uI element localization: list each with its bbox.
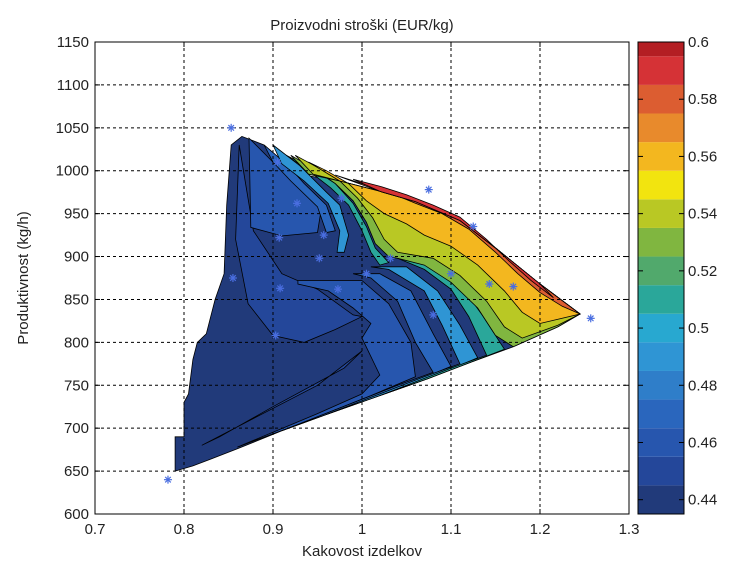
contour-regions xyxy=(174,135,582,472)
colorbar-band xyxy=(638,42,684,57)
sample-point xyxy=(163,475,172,484)
sample-point xyxy=(447,269,455,278)
y-tick-label: 1050 xyxy=(56,120,89,137)
colorbar-tick-label: 0.54 xyxy=(688,206,717,223)
colorbar-band xyxy=(638,84,684,114)
x-tick-label: 0.7 xyxy=(85,521,106,538)
x-axis-label: Kakovost izdelkov xyxy=(302,543,423,560)
sample-point xyxy=(293,199,302,208)
colorbar-band xyxy=(638,56,684,85)
colorbar-band xyxy=(638,256,684,286)
x-axis-ticks: 0.7 0.8 0.9 1 1.1 1.2 1.3 xyxy=(85,42,640,538)
colorbar-ticks: 0.44 0.46 0.48 0.5 0.52 0.54 0.56 0.58 0.6 xyxy=(638,34,717,509)
colorbar-band xyxy=(638,142,684,171)
y-tick-label: 1100 xyxy=(57,77,89,94)
sample-point xyxy=(276,284,285,293)
sample-point xyxy=(273,158,282,167)
colorbar-tick-label: 0.44 xyxy=(688,492,717,509)
colorbar-band xyxy=(638,227,684,257)
colorbar-band xyxy=(638,285,684,314)
colorbar-tick-label: 0.5 xyxy=(688,320,709,337)
y-tick-label: 1150 xyxy=(57,34,89,51)
contour-region-0.49 xyxy=(272,144,350,253)
sample-point xyxy=(333,285,342,294)
colorbar-band xyxy=(638,313,684,343)
colorbar xyxy=(638,42,684,514)
colorbar-tick-label: 0.56 xyxy=(688,148,717,165)
colorbar-frame xyxy=(637,41,685,515)
y-axis-ticks: 600 650 700 750 800 850 900 950 1000 1050 1100 1150 xyxy=(56,34,629,523)
sample-point xyxy=(429,310,438,319)
y-tick-label: 800 xyxy=(64,334,89,351)
contour-region-0.46 xyxy=(237,280,416,448)
colorbar-band xyxy=(638,456,684,486)
sample-point xyxy=(362,269,371,278)
chart-title: Proizvodni stroški (EUR/kg) xyxy=(270,17,453,34)
x-tick-label: 1.1 xyxy=(441,521,462,538)
y-tick-label: 600 xyxy=(64,506,89,523)
y-tick-label: 850 xyxy=(64,291,89,308)
sample-point xyxy=(424,185,433,194)
y-tick-label: 950 xyxy=(64,206,89,223)
x-tick-label: 1.2 xyxy=(530,521,551,538)
colorbar-band xyxy=(638,342,684,371)
colorbar-tick-label: 0.6 xyxy=(688,34,709,51)
sample-points xyxy=(163,123,595,484)
y-tick-label: 750 xyxy=(64,377,89,394)
x-tick-label: 1 xyxy=(358,521,366,538)
y-tick-label: 700 xyxy=(64,420,89,437)
sample-point xyxy=(469,222,478,231)
contour-region-0.59 xyxy=(352,178,554,299)
x-tick-label: 0.8 xyxy=(174,521,195,538)
sample-point xyxy=(337,194,346,203)
y-tick-label: 900 xyxy=(64,249,89,266)
colorbar-band xyxy=(638,113,684,143)
x-tick-label: 1.3 xyxy=(619,521,640,538)
sample-point xyxy=(271,331,280,340)
colorbar-band xyxy=(638,428,684,457)
colorbar-tick-label: 0.58 xyxy=(688,91,717,108)
colorbar-tick-label: 0.52 xyxy=(688,263,717,280)
colorbar-band xyxy=(638,399,684,429)
sample-point xyxy=(485,280,494,289)
sample-point xyxy=(586,314,595,323)
contour-region-0.45 xyxy=(235,144,364,343)
colorbar-band xyxy=(638,199,684,228)
sample-point xyxy=(509,282,518,291)
grid-lines xyxy=(95,42,629,514)
sample-point xyxy=(227,123,236,132)
sample-point xyxy=(315,254,324,263)
colorbar-tick-label: 0.46 xyxy=(688,434,717,451)
sample-point xyxy=(275,233,284,242)
y-axis-label: Produktivnost (kg/h) xyxy=(15,211,32,344)
colorbar-band xyxy=(638,170,684,200)
sample-point xyxy=(319,231,328,240)
colorbar-tick-label: 0.48 xyxy=(688,377,717,394)
y-tick-label: 1000 xyxy=(56,163,89,180)
sample-point xyxy=(228,274,237,282)
colorbar-band xyxy=(638,370,684,400)
y-tick-label: 650 xyxy=(64,463,89,480)
colorbar-band xyxy=(638,485,684,514)
x-tick-label: 0.9 xyxy=(263,521,284,538)
sample-point xyxy=(386,254,395,263)
